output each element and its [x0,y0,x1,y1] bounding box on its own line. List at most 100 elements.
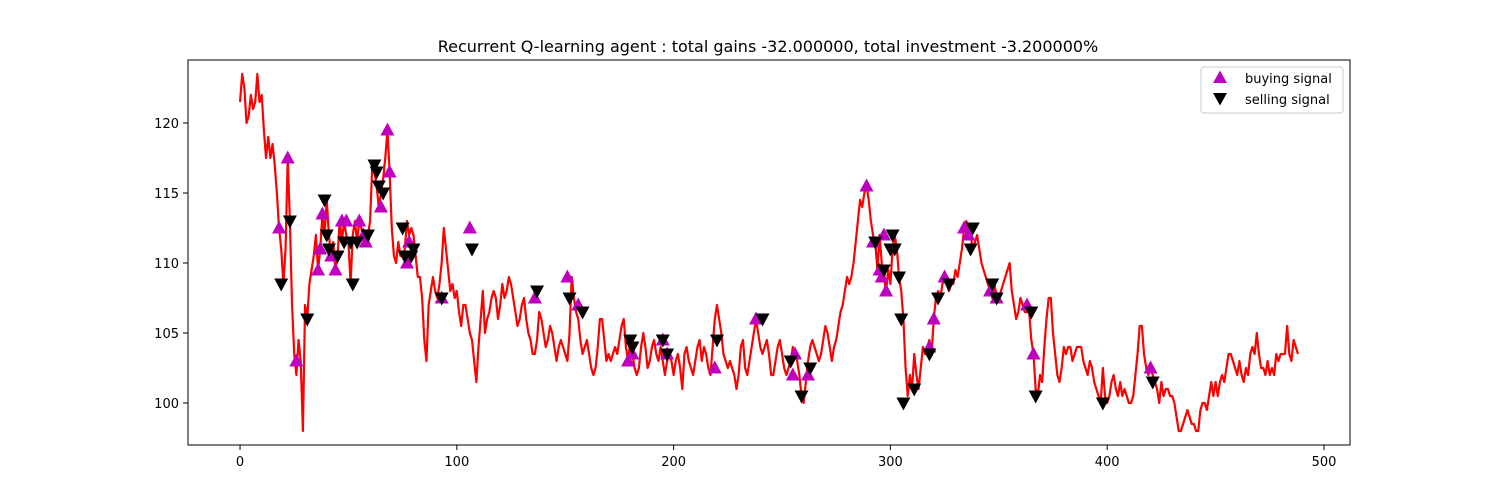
sell-signal-marker [965,222,980,236]
buy-signal-marker [621,353,636,367]
sell-signal-marker [803,362,818,376]
buy-signal-marker [358,234,373,248]
buy-signal-marker [289,353,304,367]
buy-signal-marker [280,150,295,164]
buy-signal-marker [874,269,889,283]
buy-signal-marker [1026,346,1041,360]
y-tick-label: 100 [154,397,179,412]
sell-signal-marker [896,397,911,411]
sell-signal-marker [941,278,956,292]
buy-signal-marker [382,164,397,178]
sell-signal-marker [575,306,590,320]
buy-signal-marker [328,262,343,276]
buy-signal-marker [1143,360,1158,374]
sell-signal-marker [885,229,900,243]
sell-signal-marker [963,243,978,257]
sell-signal-marker [1024,306,1039,320]
sell-signal-marker [1028,390,1043,404]
sell-signal-marker [783,355,798,369]
x-tick-label: 100 [444,455,469,470]
chart-title: Recurrent Q-learning agent : total gains… [438,37,1099,56]
sell-signal-marker [892,271,907,285]
sell-signal-marker [406,243,421,257]
sell-signal-marker [395,222,410,236]
sell-signal-marker [360,229,375,243]
series-layer [238,72,1300,433]
sell-signal-marker [985,278,1000,292]
sell-signal-marker [660,348,675,362]
sell-signal-marker [623,334,638,348]
sell-signal-marker [868,236,883,250]
sell-signal-marker [1095,397,1110,411]
buy-signal-marker [339,213,354,227]
buy-signal-marker [315,206,330,220]
sell-signal-marker [989,292,1004,306]
buy-signal-marker [272,220,287,234]
sell-signal-marker [887,243,902,257]
sell-signal-marker [625,341,640,355]
buy-signal-marker [707,360,722,374]
legend-box [1200,66,1344,114]
y-tick-label: 115 [154,187,179,202]
y-tick-label: 120 [154,117,179,132]
sell-signal-marker [369,166,384,180]
sell-signal-marker [317,194,332,208]
y-tick-label: 105 [154,327,179,342]
buy-signal-marker [801,367,816,381]
buy-signal-marker [560,269,575,283]
buy-signal-marker [785,367,800,381]
y-tick-label: 110 [154,257,179,272]
y-axis: 100 105 110 115 120 [154,117,188,412]
sell-signal-marker [300,313,315,327]
legend: buying signal selling signal [1200,66,1344,114]
sell-signal-marker [755,313,770,327]
sell-signal-marker [709,334,724,348]
x-tick-label: 500 [1312,455,1337,470]
sell-signal-marker [434,292,449,306]
price-line [238,72,1300,433]
sell-signal-marker [931,292,946,306]
buy-signal-marker [311,262,326,276]
x-tick-label: 300 [878,455,903,470]
sell-signal-marker [655,334,670,348]
sell-signal-marker [894,313,909,327]
sell-signal-marker [345,278,360,292]
buy-signal-marker [879,283,894,297]
sell-signal-marker [367,159,382,173]
buy-signal-marker [748,311,763,325]
buy-signal-marker [324,248,339,262]
x-tick-label: 200 [661,455,686,470]
sell-signal-markers [274,159,1160,411]
sell-signal-marker [922,348,937,362]
sell-signal-marker [330,250,345,264]
axes-frame [187,59,1351,446]
x-tick-label: 400 [1095,455,1120,470]
buy-signal-marker [961,227,976,241]
sell-signal-marker [319,229,334,243]
legend-label-sell: selling signal [1245,93,1330,108]
sell-signal-marker [1145,376,1160,390]
legend-sell-marker [1213,93,1227,106]
buy-signal-marker [352,213,367,227]
buy-signal-marker [926,311,941,325]
sell-signal-marker [282,215,297,229]
x-tick-label: 0 [236,455,244,470]
sell-signal-marker [562,292,577,306]
sell-signal-marker [794,390,809,404]
sell-signal-marker [350,236,365,250]
buy-signal-marker [462,220,477,234]
buy-signal-marker [399,255,414,269]
plot-area: 0 100 200 300 400 500 100 105 110 115 120 [154,59,1351,470]
sell-signal-marker [274,278,289,292]
buy-signal-marker [380,122,395,136]
buy-signal-marker [313,241,328,255]
sell-signal-marker [464,243,479,257]
legend-label-buy: buying signal [1245,72,1332,87]
sell-signal-marker [530,285,545,299]
buy-signal-marker [859,178,874,192]
sell-signal-marker [876,264,891,278]
legend-buy-marker [1213,70,1227,83]
buy-signal-marker [373,199,388,213]
sell-signal-marker [907,383,922,397]
